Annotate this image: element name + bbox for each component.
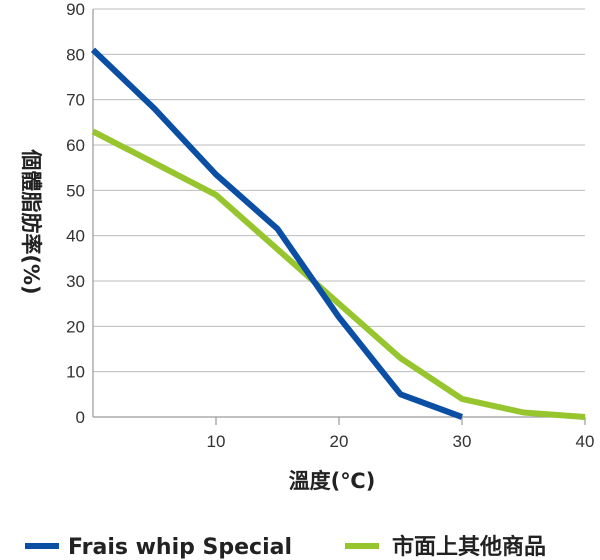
grid-lines — [93, 8, 585, 373]
series-lines — [90, 47, 586, 420]
x-tick-labels: 10 20 30 40 — [207, 417, 595, 451]
x-tick-label: 40 — [576, 432, 595, 451]
legend-label: 市面上其他商品 — [392, 534, 546, 560]
y-tick-label: 40 — [66, 227, 85, 246]
axes — [92, 9, 585, 418]
y-tick-label: 60 — [66, 136, 85, 155]
x-tick-label: 30 — [453, 432, 472, 451]
y-tick-label: 80 — [66, 45, 85, 64]
legend: Frais whip Special 市面上其他商品 — [25, 534, 546, 560]
y-tick-label: 30 — [66, 272, 85, 291]
y-tick-label: 10 — [66, 363, 85, 382]
y-tick-label: 20 — [66, 317, 85, 336]
legend-label: Frais whip Special — [68, 535, 292, 560]
y-tick-label: 70 — [66, 91, 85, 110]
x-axis-title: 溫度(℃) — [289, 469, 376, 493]
y-tick-label: 0 — [76, 408, 85, 427]
y-tick-label: 50 — [66, 181, 85, 200]
x-tick-label: 10 — [207, 432, 226, 451]
x-tick-label: 20 — [330, 432, 349, 451]
y-tick-label: 90 — [66, 0, 85, 19]
series-line — [90, 47, 464, 420]
series-line — [91, 128, 586, 420]
y-axis-title: 個體脂肪率(%) — [19, 148, 43, 294]
y-tick-labels: 0 10 20 30 40 50 60 70 80 90 — [66, 0, 85, 427]
